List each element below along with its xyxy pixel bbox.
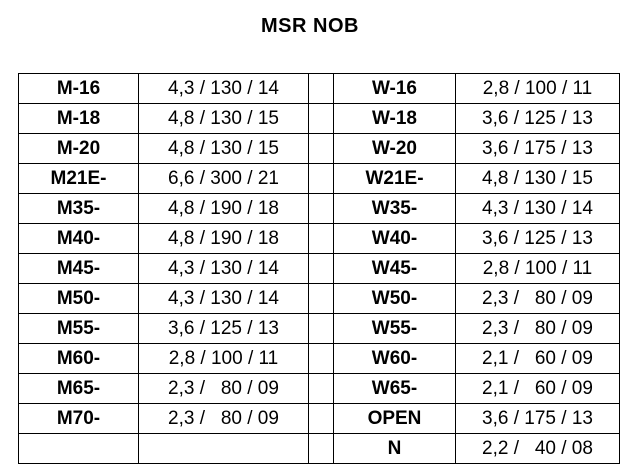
separator-cell [308,403,334,434]
table-row: M45- 4,3 / 130 / 14 W45- 2,8 / 100 / 11 [18,253,620,284]
m-code-cell: M60- [18,343,139,374]
w-value-cell: 4,8 / 130 / 15 [455,163,620,194]
w-value-cell: 2,1 / 60 / 09 [455,373,620,404]
w-value-cell: 4,3 / 130 / 14 [455,193,620,224]
m-value-cell: 4,3 / 130 / 14 [138,253,309,284]
w-value-cell: 2,2 / 40 / 08 [455,433,620,464]
table-row: M65- 2,3 / 80 / 09 W65- 2,1 / 60 / 09 [18,373,620,404]
separator-cell [308,433,334,464]
w-value-cell: 3,6 / 175 / 13 [455,403,620,434]
table-body: M-16 4,3 / 130 / 14 W-16 2,8 / 100 / 11 M-18… [18,73,620,464]
w-code-cell: W55- [333,313,456,344]
m-value-cell: 6,6 / 300 / 21 [138,163,309,194]
table-row: M21E- 6,6 / 300 / 21 W21E- 4,8 / 130 / 15 [18,163,620,194]
nob-table: M-16 4,3 / 130 / 14 W-16 2,8 / 100 / 11 M-18… [18,73,620,464]
m-code-cell: M-18 [18,103,139,134]
table-row: M40- 4,8 / 190 / 18 W40- 3,6 / 125 / 13 [18,223,620,254]
m-code-cell [18,433,139,464]
separator-cell [308,103,334,134]
m-code-cell: M-20 [18,133,139,164]
page-title: MSR NOB [261,15,359,37]
w-value-cell: 2,8 / 100 / 11 [455,73,620,104]
m-value-cell: 4,8 / 130 / 15 [138,103,309,134]
separator-cell [308,193,334,224]
w-value-cell: 2,1 / 60 / 09 [455,343,620,374]
table-row: M50- 4,3 / 130 / 14 W50- 2,3 / 80 / 09 [18,283,620,314]
w-code-cell: W50- [333,283,456,314]
separator-cell [308,313,334,344]
w-value-cell: 3,6 / 125 / 13 [455,223,620,254]
separator-cell [308,343,334,374]
w-code-cell: W-18 [333,103,456,134]
m-value-cell: 3,6 / 125 / 13 [138,313,309,344]
w-value-cell: 2,3 / 80 / 09 [455,283,620,314]
separator-cell [308,253,334,284]
table-row: M55- 3,6 / 125 / 13 W55- 2,3 / 80 / 09 [18,313,620,344]
w-value-cell: 2,8 / 100 / 11 [455,253,620,284]
w-value-cell: 3,6 / 175 / 13 [455,133,620,164]
w-code-cell: W-20 [333,133,456,164]
m-code-cell: M50- [18,283,139,314]
table-row: M-18 4,8 / 130 / 15 W-18 3,6 / 125 / 13 [18,103,620,134]
table-row: M60- 2,8 / 100 / 11 W60- 2,1 / 60 / 09 [18,343,620,374]
m-value-cell: 2,3 / 80 / 09 [138,403,309,434]
m-value-cell [138,433,309,464]
w-code-cell: OPEN [333,403,456,434]
w-code-cell: W21E- [333,163,456,194]
separator-cell [308,223,334,254]
m-value-cell: 2,8 / 100 / 11 [138,343,309,374]
m-value-cell: 4,8 / 130 / 15 [138,133,309,164]
m-code-cell: M70- [18,403,139,434]
m-code-cell: M40- [18,223,139,254]
m-code-cell: M65- [18,373,139,404]
separator-cell [308,283,334,314]
w-code-cell: W60- [333,343,456,374]
w-code-cell: W65- [333,373,456,404]
m-code-cell: M55- [18,313,139,344]
w-code-cell: W-16 [333,73,456,104]
m-value-cell: 4,3 / 130 / 14 [138,73,309,104]
table-row: N 2,2 / 40 / 08 [18,433,620,464]
m-value-cell: 4,8 / 190 / 18 [138,193,309,224]
separator-cell [308,163,334,194]
w-code-cell: N [333,433,456,464]
m-value-cell: 4,8 / 190 / 18 [138,223,309,254]
m-code-cell: M35- [18,193,139,224]
w-code-cell: W45- [333,253,456,284]
w-code-cell: W40- [333,223,456,254]
separator-cell [308,73,334,104]
table-row: M-20 4,8 / 130 / 15 W-20 3,6 / 175 / 13 [18,133,620,164]
table-row: M70- 2,3 / 80 / 09 OPEN 3,6 / 175 / 13 [18,403,620,434]
m-code-cell: M21E- [18,163,139,194]
separator-cell [308,373,334,404]
w-value-cell: 2,3 / 80 / 09 [455,313,620,344]
table-row: M35- 4,8 / 190 / 18 W35- 4,3 / 130 / 14 [18,193,620,224]
w-value-cell: 3,6 / 125 / 13 [455,103,620,134]
m-value-cell: 4,3 / 130 / 14 [138,283,309,314]
m-value-cell: 2,3 / 80 / 09 [138,373,309,404]
separator-cell [308,133,334,164]
w-code-cell: W35- [333,193,456,224]
table-row: M-16 4,3 / 130 / 14 W-16 2,8 / 100 / 11 [18,73,620,104]
m-code-cell: M-16 [18,73,139,104]
m-code-cell: M45- [18,253,139,284]
